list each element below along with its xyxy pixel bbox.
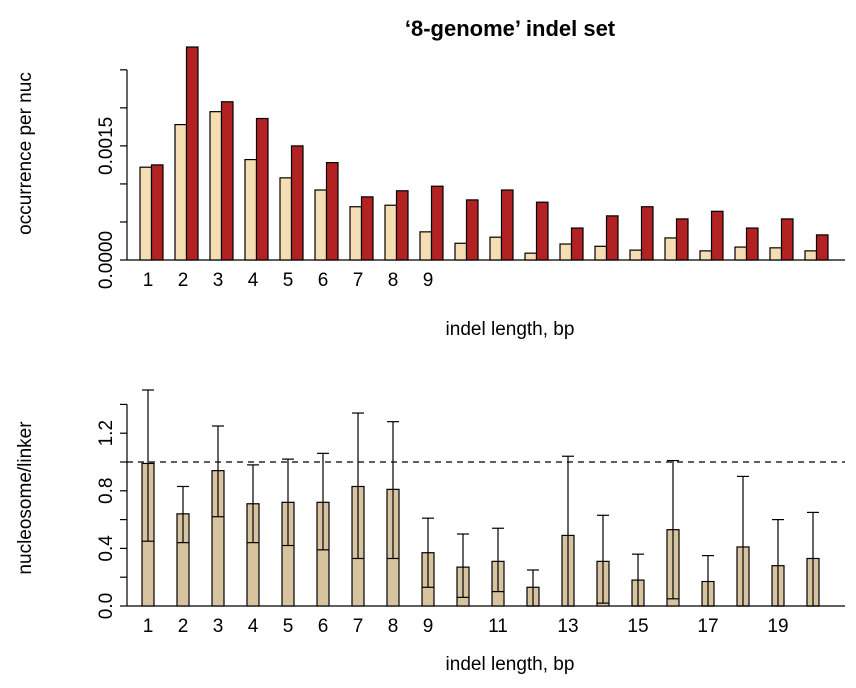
bar bbox=[150, 164, 164, 261]
bar bbox=[290, 145, 304, 261]
bar bbox=[734, 246, 748, 261]
bar bbox=[699, 250, 713, 261]
bar bbox=[815, 234, 829, 261]
x-axis-label: indel length, bp bbox=[446, 319, 575, 340]
y-axis-label: occurrence per nuc bbox=[15, 72, 36, 235]
x-tick-label: 5 bbox=[283, 616, 294, 637]
x-axis-label: indel length, bp bbox=[446, 654, 575, 675]
x-tick-label: 9 bbox=[423, 270, 434, 291]
x-tick-label: 4 bbox=[248, 270, 259, 291]
bar bbox=[279, 177, 293, 261]
bar bbox=[664, 237, 678, 261]
x-tick-label: 6 bbox=[318, 616, 329, 637]
x-tick-label: 6 bbox=[318, 270, 329, 291]
x-tick-label: 2 bbox=[178, 616, 189, 637]
bar bbox=[139, 166, 153, 261]
bar bbox=[395, 190, 409, 261]
bar bbox=[804, 250, 818, 261]
bar bbox=[244, 158, 258, 261]
bar bbox=[174, 123, 188, 261]
bar bbox=[349, 206, 363, 261]
bar bbox=[430, 185, 444, 261]
bar bbox=[489, 236, 503, 261]
bar bbox=[454, 242, 468, 261]
x-tick-label: 15 bbox=[627, 616, 648, 637]
y-axis-label: nucleosome/linker bbox=[15, 421, 36, 575]
bar bbox=[780, 218, 794, 261]
x-tick-label: 11 bbox=[488, 616, 508, 637]
x-tick-label: 7 bbox=[353, 270, 364, 291]
x-tick-label: 19 bbox=[767, 616, 788, 637]
y-tick-label: 0.0015 bbox=[96, 117, 117, 175]
bar bbox=[769, 247, 783, 261]
x-tick-label: 3 bbox=[213, 270, 224, 291]
bar bbox=[360, 196, 374, 261]
bar bbox=[605, 215, 619, 261]
x-tick-label: 5 bbox=[283, 270, 294, 291]
bar bbox=[745, 227, 759, 261]
bar bbox=[185, 46, 199, 261]
x-tick-label: 2 bbox=[178, 270, 189, 291]
y-tick-label: 1.2 bbox=[96, 420, 117, 446]
x-tick-label: 13 bbox=[557, 616, 578, 637]
bar bbox=[500, 189, 514, 261]
y-tick-label: 0.4 bbox=[96, 535, 117, 562]
bar bbox=[570, 227, 584, 261]
x-tick-label: 8 bbox=[388, 270, 399, 291]
bar bbox=[220, 101, 234, 261]
x-tick-label: 3 bbox=[213, 616, 224, 637]
x-tick-label: 7 bbox=[353, 616, 364, 637]
bar bbox=[314, 189, 328, 261]
y-tick-label: 0.0 bbox=[96, 593, 117, 619]
bar bbox=[419, 231, 433, 261]
bar bbox=[535, 201, 549, 261]
bar bbox=[209, 111, 223, 261]
bar bbox=[384, 204, 398, 261]
bar bbox=[559, 243, 573, 261]
x-tick-label: 1 bbox=[143, 270, 154, 291]
x-tick-label: 17 bbox=[697, 616, 718, 637]
bar bbox=[629, 249, 643, 261]
bar bbox=[255, 117, 269, 261]
bar bbox=[594, 245, 608, 261]
x-tick-label: 4 bbox=[248, 616, 259, 637]
bar bbox=[465, 199, 479, 261]
bar bbox=[710, 210, 724, 261]
y-tick-label: 0.8 bbox=[96, 478, 117, 504]
x-tick-label: 1 bbox=[143, 616, 154, 637]
y-tick-label: 0.0000 bbox=[96, 231, 117, 289]
bar bbox=[325, 162, 339, 261]
bar bbox=[524, 252, 538, 261]
chart-title: ‘8-genome’ indel set bbox=[405, 16, 616, 41]
x-tick-label: 8 bbox=[388, 616, 399, 637]
x-tick-label: 9 bbox=[423, 616, 434, 637]
bar bbox=[675, 218, 689, 261]
bar bbox=[640, 206, 654, 261]
